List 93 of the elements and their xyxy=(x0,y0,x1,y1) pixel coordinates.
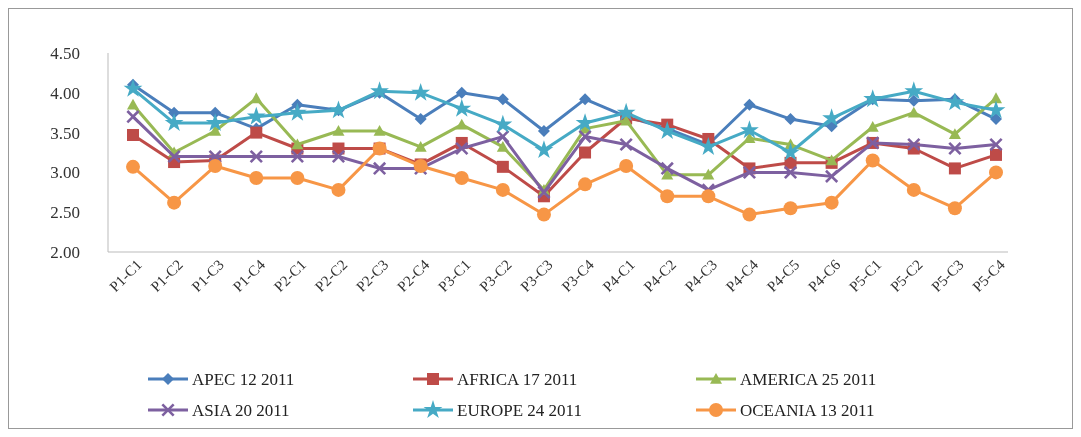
point xyxy=(948,141,962,156)
point xyxy=(167,149,181,164)
point xyxy=(702,168,715,180)
point xyxy=(824,195,839,210)
point xyxy=(537,185,551,199)
point xyxy=(209,125,222,136)
point xyxy=(496,140,509,152)
point xyxy=(452,98,472,117)
point xyxy=(863,89,883,108)
point xyxy=(783,201,798,216)
point xyxy=(657,121,677,140)
point xyxy=(743,98,756,111)
point xyxy=(616,102,636,121)
y-tick-label: 2.00 xyxy=(50,242,80,262)
point xyxy=(167,195,182,210)
point xyxy=(578,177,593,192)
point xyxy=(660,189,675,204)
point xyxy=(660,161,674,175)
point xyxy=(411,82,431,101)
point xyxy=(948,162,961,175)
point xyxy=(990,148,1002,161)
point xyxy=(907,106,920,118)
point xyxy=(537,125,550,138)
point xyxy=(126,159,140,174)
point xyxy=(246,106,266,125)
point xyxy=(822,108,842,127)
legend-label: OCEANIA 13 2011 xyxy=(740,400,875,420)
point xyxy=(865,153,880,168)
point xyxy=(742,165,756,179)
point xyxy=(164,113,184,132)
y-tick-label: 2.50 xyxy=(50,203,80,223)
point xyxy=(536,207,551,222)
point xyxy=(250,92,263,104)
y-tick-label: 4.50 xyxy=(50,43,80,63)
point xyxy=(332,125,345,136)
point xyxy=(454,170,469,185)
point xyxy=(373,125,386,136)
point xyxy=(455,86,468,99)
point xyxy=(579,146,592,159)
point xyxy=(579,93,592,106)
point xyxy=(205,113,225,132)
y-tick-label: 3.50 xyxy=(50,123,80,143)
y-tick-label: 4.00 xyxy=(50,83,80,103)
point xyxy=(123,78,143,97)
point xyxy=(496,93,509,106)
point xyxy=(127,128,139,141)
point xyxy=(495,182,510,197)
point xyxy=(698,137,718,155)
legend-label: ASIA 20 2011 xyxy=(192,400,290,420)
point xyxy=(291,138,304,150)
legend-label: APEC 12 2011 xyxy=(192,369,295,389)
point xyxy=(990,92,1002,104)
point xyxy=(331,182,346,197)
point xyxy=(455,141,469,156)
point xyxy=(127,98,139,110)
point xyxy=(249,170,264,185)
point xyxy=(208,159,223,174)
point xyxy=(493,114,513,133)
point xyxy=(986,100,1006,119)
point xyxy=(947,201,962,216)
point xyxy=(989,165,1003,180)
point xyxy=(784,113,797,126)
point xyxy=(904,81,924,100)
y-tick-label: 3.00 xyxy=(50,163,80,183)
point xyxy=(990,113,1002,126)
point xyxy=(742,207,757,222)
point xyxy=(329,100,348,119)
point xyxy=(907,137,921,152)
point xyxy=(126,110,140,124)
point xyxy=(906,182,921,197)
point xyxy=(496,160,509,173)
point xyxy=(414,140,427,152)
point xyxy=(414,113,427,126)
point xyxy=(989,137,1003,152)
point xyxy=(578,130,592,144)
legend-label: AMERICA 25 2011 xyxy=(740,369,877,389)
point xyxy=(496,130,510,144)
point xyxy=(948,128,961,139)
point xyxy=(249,149,263,164)
legend-label: AFRICA 17 2011 xyxy=(457,369,578,389)
point xyxy=(455,118,468,130)
point xyxy=(740,120,759,139)
point xyxy=(825,169,839,183)
point xyxy=(701,189,716,204)
point xyxy=(250,126,263,139)
point xyxy=(781,142,800,161)
point xyxy=(619,137,633,152)
point xyxy=(290,170,305,185)
point xyxy=(619,159,634,174)
legend-label: EUROPE 24 2011 xyxy=(457,400,582,420)
point xyxy=(534,140,554,159)
point xyxy=(287,102,307,121)
point xyxy=(370,81,389,100)
